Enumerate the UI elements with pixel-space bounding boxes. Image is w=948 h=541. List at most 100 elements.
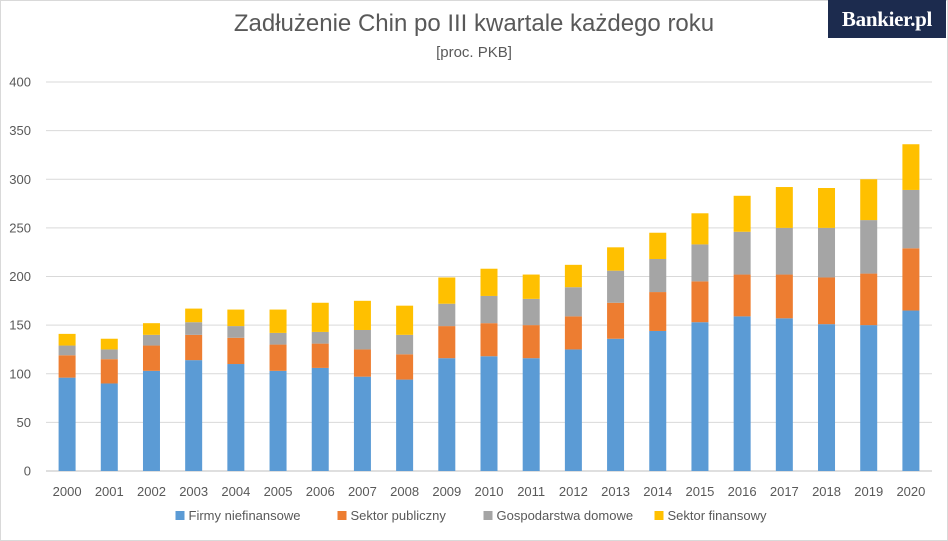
- bar-segment: [396, 305, 414, 335]
- x-tick-label: 2013: [601, 484, 630, 499]
- bar-segment: [438, 277, 456, 304]
- bar-segment: [691, 281, 709, 323]
- bar-segment: [860, 325, 878, 471]
- bar-segment: [691, 322, 709, 471]
- bar-segment: [691, 244, 709, 282]
- bar-segment: [775, 227, 793, 275]
- legend-label: Firmy niefinansowe: [189, 508, 301, 523]
- bar-segment: [733, 274, 751, 317]
- x-tick-label: 2019: [854, 484, 883, 499]
- bar-segment: [522, 298, 540, 326]
- y-tick-label: 0: [24, 464, 31, 479]
- bar-segment: [649, 258, 667, 293]
- bar-segment: [311, 367, 329, 471]
- bar-segment: [480, 356, 498, 471]
- bar-segment: [564, 349, 582, 471]
- bar-segment: [733, 195, 751, 232]
- bar-segment: [311, 302, 329, 332]
- bar-segment: [818, 324, 836, 471]
- bar-segment: [818, 227, 836, 278]
- bar-segment: [311, 343, 329, 368]
- bar-segment: [607, 247, 625, 271]
- bar-segment: [269, 309, 287, 333]
- bar-segment: [142, 323, 160, 335]
- bar-segment: [522, 358, 540, 471]
- legend-label: Sektor finansowy: [668, 508, 767, 523]
- bar-segment: [100, 338, 118, 350]
- bar-segment: [902, 189, 920, 249]
- bar-segment: [733, 231, 751, 275]
- y-tick-label: 200: [9, 269, 31, 284]
- legend-label: Gospodarstwa domowe: [497, 508, 634, 523]
- bar-segment: [58, 355, 76, 378]
- bar-segment: [438, 303, 456, 327]
- bar-segment: [353, 300, 371, 330]
- bar-segment: [902, 144, 920, 190]
- x-tick-label: 2008: [390, 484, 419, 499]
- x-tick-label: 2006: [306, 484, 335, 499]
- bar-segment: [142, 345, 160, 371]
- y-tick-label: 300: [9, 172, 31, 187]
- chart-title: Zadłużenie Chin po III kwartale każdego …: [233, 10, 715, 37]
- bar-segment: [438, 358, 456, 471]
- bar-segment: [775, 187, 793, 228]
- bar-segment: [607, 302, 625, 339]
- x-tick-label: 2004: [221, 484, 250, 499]
- y-tick-label: 400: [9, 75, 31, 90]
- chart-subtitle: [proc. PKB]: [436, 44, 512, 61]
- bar-segment: [818, 188, 836, 228]
- bar-segment: [58, 333, 76, 346]
- bar-segment: [860, 220, 878, 274]
- y-tick-label: 150: [9, 318, 31, 333]
- bar-segment: [185, 322, 203, 335]
- bar-segment: [902, 310, 920, 471]
- bar-segment: [142, 370, 160, 471]
- x-tick-label: 2017: [770, 484, 799, 499]
- bar-segment: [522, 325, 540, 359]
- legend-swatch: [654, 511, 664, 520]
- bar-segment: [775, 274, 793, 319]
- bar-segment: [607, 270, 625, 303]
- bar-segment: [691, 213, 709, 245]
- bar-segment: [775, 318, 793, 471]
- legend-swatch: [175, 511, 185, 520]
- bar-segment: [353, 349, 371, 377]
- bar-segment: [818, 277, 836, 325]
- legend-label: Sektor publiczny: [351, 508, 447, 523]
- bar-segment: [396, 379, 414, 471]
- bar-segment: [649, 292, 667, 331]
- legend-swatch: [337, 511, 347, 520]
- bar-segment: [902, 248, 920, 311]
- x-tick-label: 2005: [264, 484, 293, 499]
- bar-segment: [649, 232, 667, 259]
- bar-segment: [649, 330, 667, 471]
- x-tick-label: 2012: [559, 484, 588, 499]
- x-tick-label: 2016: [728, 484, 757, 499]
- bar-segment: [185, 360, 203, 471]
- bar-segment: [733, 316, 751, 471]
- x-tick-label: 2014: [643, 484, 672, 499]
- bar-segment: [607, 338, 625, 471]
- brand-logo: Bankier.pl: [828, 0, 946, 38]
- bar-segment: [564, 264, 582, 288]
- bar-segment: [480, 323, 498, 357]
- bar-segment: [860, 179, 878, 221]
- bar-segment: [100, 383, 118, 471]
- y-tick-label: 100: [9, 366, 31, 381]
- x-tick-label: 2001: [95, 484, 124, 499]
- bar-segment: [142, 334, 160, 346]
- bar-segment: [100, 349, 118, 360]
- x-tick-label: 2003: [179, 484, 208, 499]
- bar-segment: [269, 370, 287, 471]
- bar-segment: [269, 332, 287, 345]
- bar-segment: [227, 309, 245, 327]
- x-tick-label: 2011: [517, 484, 545, 499]
- bar-segment: [353, 376, 371, 471]
- y-tick-label: 350: [9, 123, 31, 138]
- bar-segment: [480, 295, 498, 324]
- bar-segment: [480, 268, 498, 296]
- x-tick-label: 2002: [137, 484, 166, 499]
- legend-swatch: [483, 511, 493, 520]
- x-tick-label: 2010: [475, 484, 504, 499]
